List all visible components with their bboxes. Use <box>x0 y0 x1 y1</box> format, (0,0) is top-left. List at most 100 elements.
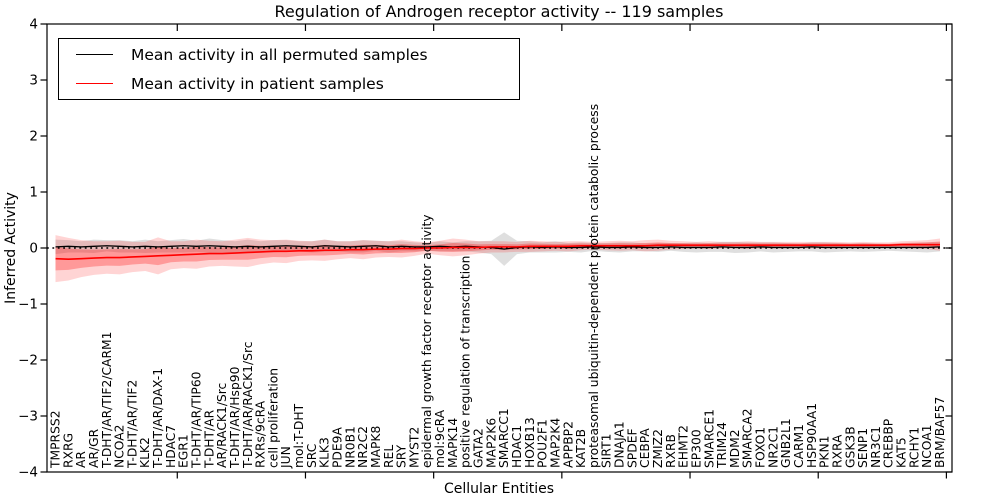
x-category-label: SIRT1 <box>600 434 614 468</box>
x-category-label: SENP1 <box>856 428 870 468</box>
y-tick-label: 2 <box>29 129 38 145</box>
x-category-label: NCOA2 <box>113 425 127 468</box>
x-category-label: POU2F1 <box>536 419 550 468</box>
y-tick-labels: −4 −3 −2 −1 0 1 2 3 4 <box>18 17 38 481</box>
x-category-label: positive regulation of transcription <box>459 256 473 468</box>
x-category-label: T-DHT/AR/DAX-1 <box>151 368 165 469</box>
x-category-label: KLK2 <box>138 437 152 468</box>
x-category-label: EP300 <box>689 429 703 468</box>
x-category-label: NR3C1 <box>869 426 883 468</box>
x-category-label: RXRA <box>830 434 844 468</box>
x-category-label: HSP90AA1 <box>805 403 819 468</box>
x-category-label: RCHY1 <box>907 427 921 468</box>
x-category-label: SMARCC1 <box>497 408 511 468</box>
legend-item-patient: Mean activity in patient samples <box>59 69 519 98</box>
x-category-label: SPDEF <box>625 428 639 468</box>
y-tick-label: 4 <box>29 17 38 33</box>
x-category-label: SRC <box>305 444 319 468</box>
x-category-label: CEBPA <box>638 428 652 468</box>
x-category-label: T-DHT/AR/Hsp90 <box>228 367 242 469</box>
x-category-label: JUN <box>279 446 293 469</box>
chart-title: Regulation of Androgen receptor activity… <box>275 2 724 21</box>
x-category-label: MDM2 <box>728 429 742 468</box>
x-category-label: EHMT2 <box>677 425 691 468</box>
legend: Mean activity in all permuted samples Me… <box>58 38 520 100</box>
x-category-label: PKN1 <box>818 435 832 468</box>
legend-item-label: Mean activity in all permuted samples <box>131 45 428 64</box>
x-category-label: PDE9A <box>331 427 345 468</box>
x-category-label: AR/RACK1/Src <box>215 383 229 468</box>
axis-ticks <box>40 23 952 479</box>
x-category-label: MAPK8 <box>369 426 383 468</box>
y-tick-label: −3 <box>18 409 38 425</box>
patient-mean-line <box>55 243 940 261</box>
y-axis-label: Inferred Activity <box>3 192 19 304</box>
x-category-label: epidermal growth factor receptor activit… <box>420 214 434 468</box>
x-category-label: BRM/BAF57 <box>933 397 947 468</box>
x-category-label: GNB2L1 <box>779 418 793 468</box>
x-category-label: T-DHT/AR <box>202 409 216 469</box>
x-category-label: NR0B1 <box>343 426 357 468</box>
x-category-label: RXRG <box>61 433 75 468</box>
y-tick-label: 1 <box>29 185 38 201</box>
x-category-label: FOXO1 <box>754 427 768 468</box>
legend-item-permuted: Mean activity in all permuted samples <box>59 40 519 69</box>
x-category-label: RXRB <box>664 434 678 468</box>
x-category-label: CARM1 <box>792 424 806 468</box>
x-category-label: MAPK14 <box>446 418 460 468</box>
x-category-label: MYST2 <box>407 427 421 468</box>
x-category-label: NR2C2 <box>356 426 370 468</box>
x-axis-label: Cellular Entities <box>444 481 554 497</box>
x-category-label: mol:T-DHT <box>292 403 306 468</box>
x-category-label: MAP2K6 <box>484 418 498 468</box>
x-category-label: HDAC1 <box>510 425 524 468</box>
x-category-label: ZMIZ2 <box>651 429 665 468</box>
x-category-label: APPBP2 <box>561 421 575 468</box>
x-category-label: NCOA1 <box>920 425 934 468</box>
x-category-label: NR2C1 <box>766 426 780 468</box>
x-category-label: KAT2B <box>574 429 588 468</box>
x-category-label: SMARCA2 <box>741 408 755 468</box>
patient-std-band-inner <box>55 241 940 271</box>
permuted-std-band <box>55 232 940 266</box>
x-category-label: TMPRSS2 <box>49 410 63 469</box>
permuted-mean-line <box>55 245 941 250</box>
x-category-label: T-DHT/AR/RACK1/Src <box>241 342 255 470</box>
confidence-bands <box>55 232 940 283</box>
x-category-label: GSK3B <box>843 426 857 468</box>
patient-line-swatch <box>76 83 113 84</box>
x-category-label: REL <box>382 445 396 468</box>
x-category-label: SMARCE1 <box>702 409 716 468</box>
y-tick-label: −4 <box>18 465 38 481</box>
permuted-line-swatch <box>76 54 113 55</box>
x-category-label: cell proliferation <box>266 368 280 468</box>
x-category-labels: TMPRSS2RXRGARAR/GRT-DHT/AR/TIF2/CARM1NCO… <box>49 104 948 469</box>
x-category-label: mol:9cRA <box>433 409 447 468</box>
x-category-label: T-DHT/AR/TIF2 <box>125 380 139 469</box>
x-category-label: RXRs/9cRA <box>254 400 268 468</box>
x-category-label: T-DHT/AR/TIF2/CARM1 <box>100 332 114 469</box>
x-category-label: HDAC7 <box>164 425 178 468</box>
x-category-label: KLK3 <box>318 437 332 468</box>
x-category-label: MAP2K4 <box>548 418 562 468</box>
x-category-label: GATA2 <box>472 428 486 468</box>
x-category-label: KAT5 <box>895 437 909 468</box>
mean-activity-lines <box>55 243 941 261</box>
x-category-label: T-DHT/AR/TIP60 <box>190 372 204 470</box>
y-tick-label: 0 <box>29 241 38 257</box>
x-category-label: DNAJA1 <box>613 421 627 468</box>
x-category-label: proteasomal ubiquitin-dependent protein … <box>587 104 601 468</box>
y-tick-label: 3 <box>29 73 38 89</box>
x-category-label: AR <box>74 451 88 468</box>
y-tick-label: −1 <box>18 297 38 313</box>
y-tick-label: −2 <box>18 353 38 369</box>
x-category-label: TRIM24 <box>715 422 729 469</box>
x-category-label: AR/GR <box>87 428 101 468</box>
x-category-label: HOXB13 <box>523 417 537 468</box>
x-category-label: SRY <box>395 444 409 468</box>
x-category-label: EGR1 <box>177 434 191 468</box>
x-category-label: CREBBP <box>882 419 896 468</box>
legend-item-label: Mean activity in patient samples <box>131 74 384 93</box>
